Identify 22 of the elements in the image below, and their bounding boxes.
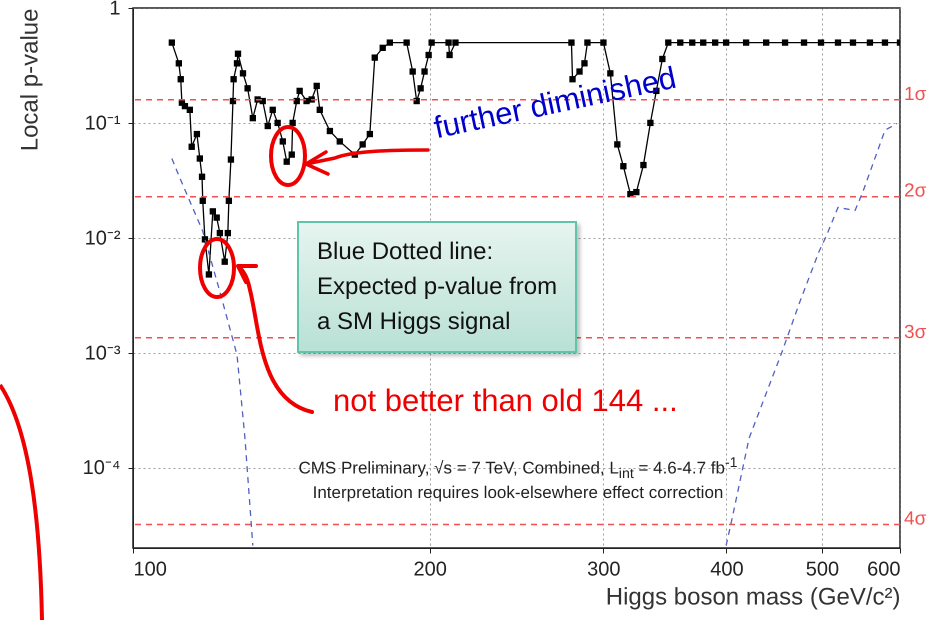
annotation: further diminished	[430, 59, 680, 146]
y-tick-label: 1	[109, 0, 120, 20]
annotation: Interpretation requires look-elsewhere effect correction	[312, 483, 724, 504]
x-tick-label: 300	[587, 558, 620, 580]
ref-line-label: 1σ	[904, 84, 927, 105]
y-tick-label: 10⁻¹	[84, 112, 121, 134]
x-tick-label: 100	[134, 558, 167, 580]
annotation: not better than old 144 ...	[333, 382, 678, 420]
ref-line-label: 2σ	[904, 180, 927, 202]
x-tick-label: 500	[806, 558, 840, 580]
y-tick-label: 10⁻²	[84, 227, 121, 250]
x-axis-title: Higgs boson mass (GeV/c²)	[606, 584, 900, 610]
x-tick-label: 600	[867, 558, 900, 580]
annotation: CMS Preliminary, √s = 7 TeV, Combined, L$_{int}$ = 4.6-4.7 fb$^{-1}$	[297, 455, 739, 484]
y-tick-label: 10⁻⁴	[82, 457, 120, 480]
y-axis-title: Local p-value	[16, 8, 44, 152]
x-tick-label: 200	[414, 558, 447, 580]
y-tick-label: 10⁻³	[84, 342, 121, 364]
x-tick-label: 400	[710, 558, 744, 580]
ref-line-label: 3σ	[904, 322, 927, 343]
ref-line-label: 4σ	[904, 508, 927, 530]
annotation: Blue Dotted line: Expected p-value from a SM Higgs signal	[297, 221, 578, 354]
